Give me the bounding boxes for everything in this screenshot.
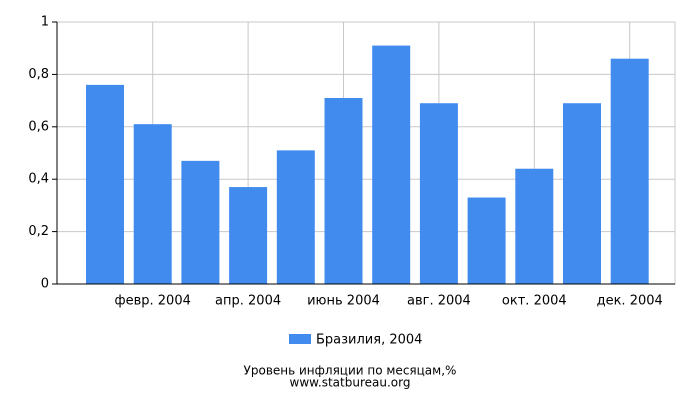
x-tick-label: июнь 2004 [307, 294, 380, 309]
x-tick-label: авг. 2004 [407, 294, 471, 309]
legend-swatch [289, 334, 311, 344]
bar [419, 103, 458, 284]
y-tick-label: 0 [41, 277, 49, 292]
source: www.statbureau.org [290, 376, 411, 390]
y-tick-label: 0,6 [28, 119, 49, 134]
bar [515, 168, 554, 284]
bar [324, 97, 363, 284]
y-tick-label: 0,8 [28, 67, 49, 82]
y-tick-label: 0,4 [28, 172, 49, 187]
y-tick-label: 1 [41, 15, 49, 30]
bar [86, 84, 124, 284]
bar [276, 150, 315, 284]
x-tick-label: дек. 2004 [597, 294, 663, 309]
bar [372, 45, 411, 284]
bar [229, 187, 268, 284]
bar [133, 124, 172, 285]
bar [563, 103, 601, 284]
bar [467, 197, 506, 284]
x-tick-label: окт. 2004 [502, 294, 567, 309]
legend-label: Бразилия, 2004 [316, 333, 422, 348]
chart-title: Уровень инфляции по месяцам,% [244, 364, 457, 378]
x-tick-label: апр. 2004 [215, 294, 281, 309]
y-tick-label: 0,2 [28, 224, 49, 239]
bar [181, 160, 220, 284]
bar [610, 58, 649, 285]
x-tick-label: февр. 2004 [115, 294, 191, 309]
